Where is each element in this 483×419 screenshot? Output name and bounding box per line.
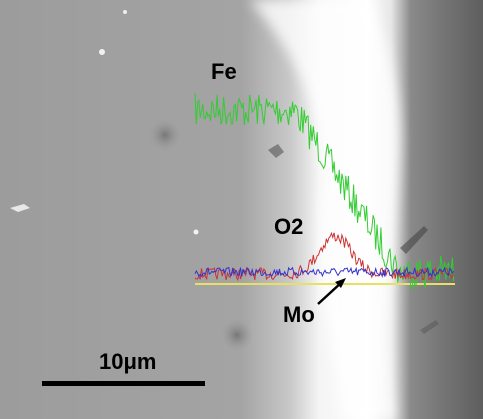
spot (221, 319, 253, 351)
o2-label: O2 (274, 214, 303, 239)
micrograph: Fe O2 Mo 10μm (0, 0, 483, 419)
mo-label: Mo (283, 302, 315, 327)
background (0, 0, 483, 419)
particle (194, 230, 199, 235)
particle (123, 10, 127, 14)
page: Fe O2 Mo 10μm (() => { const data = JSON… (0, 0, 483, 419)
fe-label: Fe (211, 59, 237, 84)
scale-bar (42, 381, 205, 386)
spot (149, 119, 181, 151)
particle (99, 49, 105, 55)
scale-label: 10μm (99, 349, 157, 374)
